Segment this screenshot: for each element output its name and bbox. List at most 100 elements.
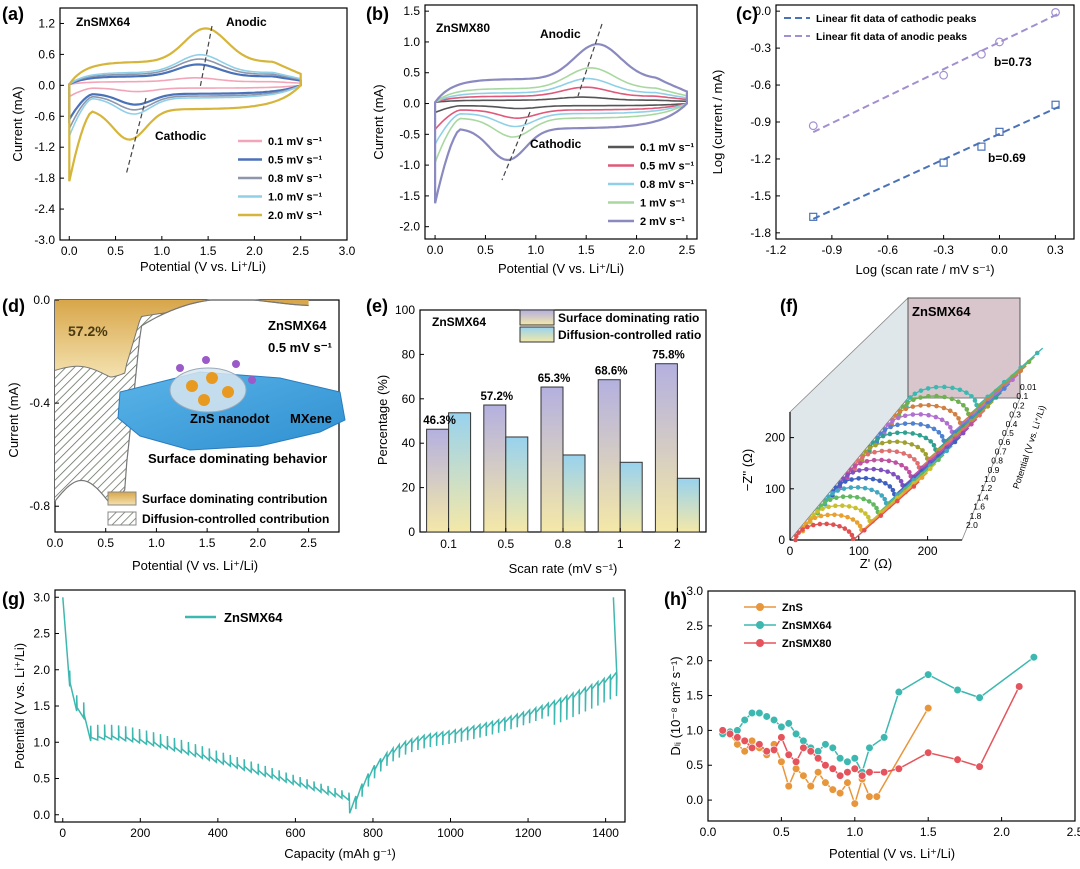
panel-label-f: (f) <box>780 296 798 316</box>
legend-label: Linear fit data of anodic peaks <box>816 31 967 43</box>
f-depth-tick-label: 0.3 <box>1009 410 1021 420</box>
g-xtick-label: 0 <box>59 826 66 840</box>
panel-f: (f) 0 100 200 200 100 0 ZnSMX64 Z' (Ω) −Z'' (… <box>740 296 1047 571</box>
bar-surface-ratio <box>597 379 621 533</box>
nyquist-point <box>815 509 820 514</box>
h-xtick-label: 1.5 <box>920 825 937 839</box>
a-xtick-label: 2.0 <box>246 244 263 258</box>
series-point <box>836 754 845 763</box>
cv-curves-a <box>68 27 302 182</box>
nyquist-point <box>898 478 904 484</box>
series-point <box>777 733 786 742</box>
e-xtick-label: 0.8 <box>555 537 572 551</box>
nyquist-point <box>863 511 868 516</box>
bar-diffusion-ratio <box>676 477 700 533</box>
panel-label-a: (a) <box>2 4 24 24</box>
diffusion-area <box>55 300 309 504</box>
b-ytick-label: -2.0 <box>399 220 420 234</box>
legend-swatch-marker <box>756 603 764 611</box>
nyquist-point <box>800 527 805 532</box>
nyquist-point <box>910 431 916 436</box>
data-point <box>808 121 818 131</box>
nanodot <box>222 386 234 398</box>
series-point <box>975 762 984 771</box>
nyquist-point <box>926 402 931 408</box>
series-point <box>828 785 837 794</box>
nyquist-point <box>961 402 966 408</box>
data-point <box>1051 7 1060 17</box>
y-axis-label-h: Dₗᵢ (10⁻⁸ cm² s⁻¹) <box>668 656 683 755</box>
e-xtick-label: 1 <box>617 537 624 551</box>
series-point <box>791 757 801 766</box>
nyquist-point <box>854 520 860 525</box>
c-ytick-label: -0.3 <box>750 41 771 55</box>
cathodic-trend-line-b <box>501 111 531 181</box>
legend-label: 0.1 mV s⁻¹ <box>640 142 694 154</box>
b-xtick-label: 1.0 <box>527 243 544 257</box>
nyquist-point <box>831 522 836 527</box>
axis-ticks-g: 0 200 400 600 800 1000 1200 1400 3.0 2.5 2.0 1.5 1.0… <box>33 590 619 840</box>
g-ytick-label: 1.0 <box>33 735 50 749</box>
f-depth-tick-label: 0.01 <box>1020 382 1037 392</box>
nyquist-point <box>912 457 917 462</box>
c-xtick-label: -0.3 <box>933 243 954 257</box>
e-ytick-label: 20 <box>402 481 416 495</box>
h-ytick-label: 0.0 <box>686 793 703 807</box>
x-axis-label-e: Scan rate (mV s⁻¹) <box>509 561 618 576</box>
nyquist-point <box>874 490 880 495</box>
g-xtick-label: 1200 <box>515 826 542 840</box>
f-xtick-label: 200 <box>918 544 938 558</box>
nyquist-point <box>899 462 904 468</box>
nyquist-point <box>886 458 892 464</box>
li-ion <box>232 360 240 368</box>
nyquist-point <box>846 529 852 534</box>
g-ytick-label: 3.0 <box>33 590 50 604</box>
nyquist-curves-f <box>793 347 1044 543</box>
panel-g: (g) 0 200 400 600 800 1000 1200 1400 3.0 2.5 2.0 1.… <box>2 589 626 861</box>
series-point <box>806 747 815 756</box>
cathodic-trend-line-a <box>125 97 147 176</box>
nyquist-point <box>936 457 941 463</box>
nyquist-point <box>820 506 825 512</box>
series-point <box>725 729 735 738</box>
axis-ticks-b: 0.0 0.5 1.0 1.5 2.0 2.5 1.5 1.0 0.5 0.0 -0.5 -1.0 -1… <box>399 4 695 257</box>
series-point <box>821 761 830 770</box>
gitt-curve <box>62 597 618 814</box>
data-point <box>995 37 1004 47</box>
nyquist-point <box>1034 350 1040 356</box>
nyquist-point <box>835 488 840 493</box>
series-point <box>843 778 852 787</box>
rate-label-d: 0.5 mV s⁻¹ <box>268 340 332 355</box>
nyquist-point <box>942 394 947 400</box>
series-point <box>865 743 874 752</box>
legend-label: 0.1 mV s⁻¹ <box>268 136 322 148</box>
nyquist-point <box>863 475 869 481</box>
y-axis-label-c: Log (current / mA) <box>710 70 725 175</box>
d-xtick-label: 2.5 <box>300 536 317 550</box>
legend-d: Surface dominating contribution Diffusio… <box>107 491 329 526</box>
legend-swatch-diffusion-ratio <box>519 326 555 343</box>
nyquist-point <box>882 427 888 433</box>
legend-label: ZnSMX64 <box>782 620 832 632</box>
nyquist-point <box>850 517 856 522</box>
nyquist-point <box>849 477 854 482</box>
nyquist-point <box>893 460 898 465</box>
data-point <box>939 70 949 80</box>
plot-frame-a <box>59 7 348 241</box>
nyquist-point <box>825 512 830 518</box>
nyquist-point <box>926 393 931 399</box>
nyquist-point <box>944 421 950 426</box>
c-xtick-label: 0.0 <box>991 243 1008 257</box>
series-point <box>740 736 749 745</box>
nyquist-point <box>931 426 937 432</box>
legend-swatch-surface-ratio <box>519 309 555 326</box>
f-depth-tick-label: 1.6 <box>973 502 985 512</box>
h-ytick-label: 0.5 <box>686 758 703 772</box>
nyquist-point <box>860 454 865 460</box>
f-depth-tick-label: 1.4 <box>977 492 989 502</box>
nyquist-point <box>879 493 884 498</box>
nyquist-point <box>950 385 955 391</box>
series-point <box>850 799 859 808</box>
nyquist-point <box>931 443 937 448</box>
